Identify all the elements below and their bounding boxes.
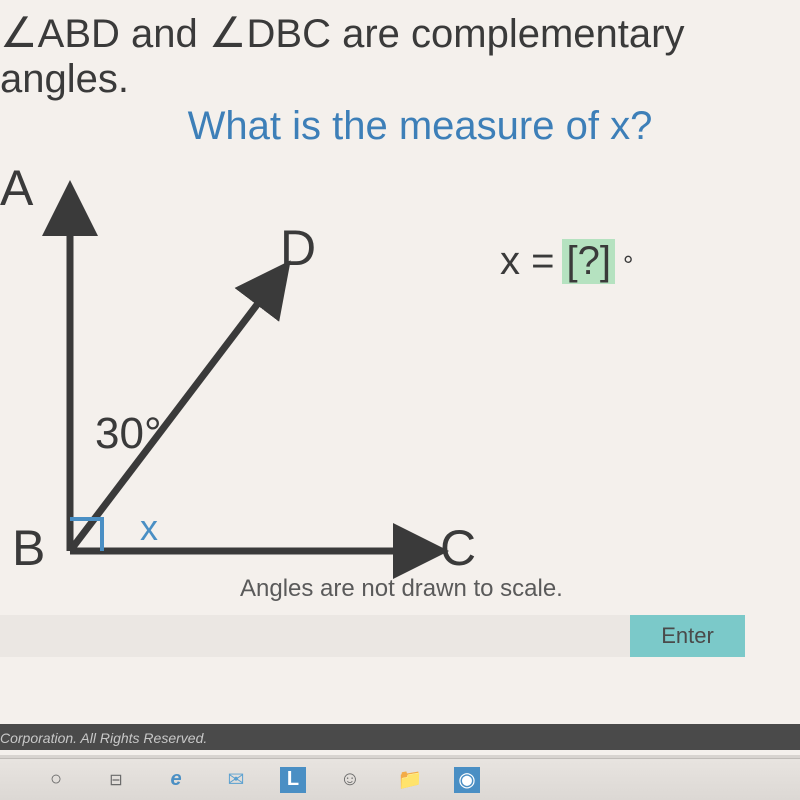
equation: x = [?] °: [500, 239, 633, 284]
answer-placeholder-box: [?]: [562, 239, 614, 284]
title-and: and: [120, 12, 209, 56]
answer-input-row: Enter: [0, 615, 745, 657]
enter-button[interactable]: Enter: [630, 615, 745, 657]
cortana-icon[interactable]: ○: [40, 766, 72, 794]
angle-name-2: DBC: [247, 12, 331, 56]
scale-note: Angles are not drawn to scale.: [240, 575, 563, 603]
app-o-icon[interactable]: ◉: [454, 767, 480, 793]
equation-lhs: x =: [500, 239, 554, 284]
angle-symbol-1: ∠: [0, 9, 38, 56]
files-icon[interactable]: 📁: [394, 766, 426, 794]
mail-icon[interactable]: ✉: [220, 766, 252, 794]
title-line-2: What is the measure of x?: [0, 104, 800, 149]
emoji-icon[interactable]: ☺: [334, 766, 366, 794]
point-label-c: C: [440, 519, 476, 577]
angle-diagram: A D B C 30° x x = [?] °: [0, 159, 800, 589]
app-l-icon[interactable]: L: [280, 767, 306, 793]
point-label-a: A: [0, 159, 33, 217]
degree-symbol: °: [623, 250, 633, 281]
angle-name-1: ABD: [38, 12, 120, 56]
content-area: ∠ABD and ∠DBC are complementary angles. …: [0, 0, 800, 755]
taskbar: ○ ⊟ e ✉ L ☺ 📁 ◉: [0, 758, 800, 800]
angle-symbol-2: ∠: [209, 9, 247, 56]
answer-input[interactable]: [0, 615, 630, 657]
angle-30-label: 30°: [95, 409, 162, 459]
footer-copyright: Corporation. All Rights Reserved.: [0, 724, 800, 750]
task-view-icon[interactable]: ⊟: [100, 766, 132, 794]
point-label-d: D: [280, 219, 316, 277]
title-line-1: ∠ABD and ∠DBC are complementary angles.: [0, 8, 800, 102]
edge-icon[interactable]: e: [160, 766, 192, 794]
angle-x-label: x: [140, 507, 158, 549]
diagram-svg: [0, 159, 500, 589]
point-label-b: B: [12, 519, 45, 577]
